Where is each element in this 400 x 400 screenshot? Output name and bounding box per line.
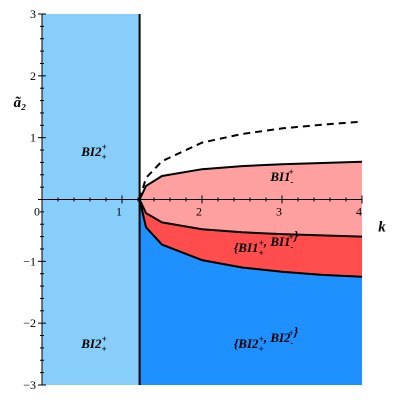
- axes: 0 1 2 3 4 −3 −2 −1 1 2 3 k ã₂: [14, 7, 387, 392]
- region-label: BI1-+: [269, 167, 293, 187]
- x-tick-label: 0: [34, 205, 40, 219]
- curve-middle-boundary: [138, 199, 363, 238]
- lower-right-region: [139, 199, 362, 385]
- x-tick-label: 2: [196, 205, 202, 219]
- y-tick-label: 2: [30, 69, 36, 83]
- x-tick-label: 1: [116, 205, 122, 219]
- y-tick-label: −2: [23, 316, 36, 330]
- x-tick-label: 3: [276, 205, 282, 219]
- region-label: {BI2++, BI2-+}: [234, 324, 299, 354]
- region-label: BI2++: [80, 142, 107, 162]
- y-axis-label: ã₂: [14, 95, 27, 111]
- region-label: BI2++: [80, 334, 107, 354]
- region-labels: BI2++ BI2++ BI1-+ {BI1++, BI1-+} {BI2++, BI2…: [80, 142, 298, 354]
- middle-band-region: [139, 199, 362, 277]
- x-tick-label: 4: [356, 205, 362, 219]
- y-tick-label: 3: [30, 7, 36, 21]
- curve-dashed-upper: [138, 120, 363, 200]
- y-tick-label: −3: [23, 378, 36, 392]
- curve-upper-boundary: [138, 160, 363, 200]
- y-tick-label: −1: [23, 254, 36, 268]
- y-tick-label: 1: [30, 131, 36, 145]
- x-axis-label: k: [378, 220, 386, 236]
- curve-lower-boundary: [138, 199, 363, 278]
- region-label: {BI1++, BI1-+}: [234, 228, 299, 258]
